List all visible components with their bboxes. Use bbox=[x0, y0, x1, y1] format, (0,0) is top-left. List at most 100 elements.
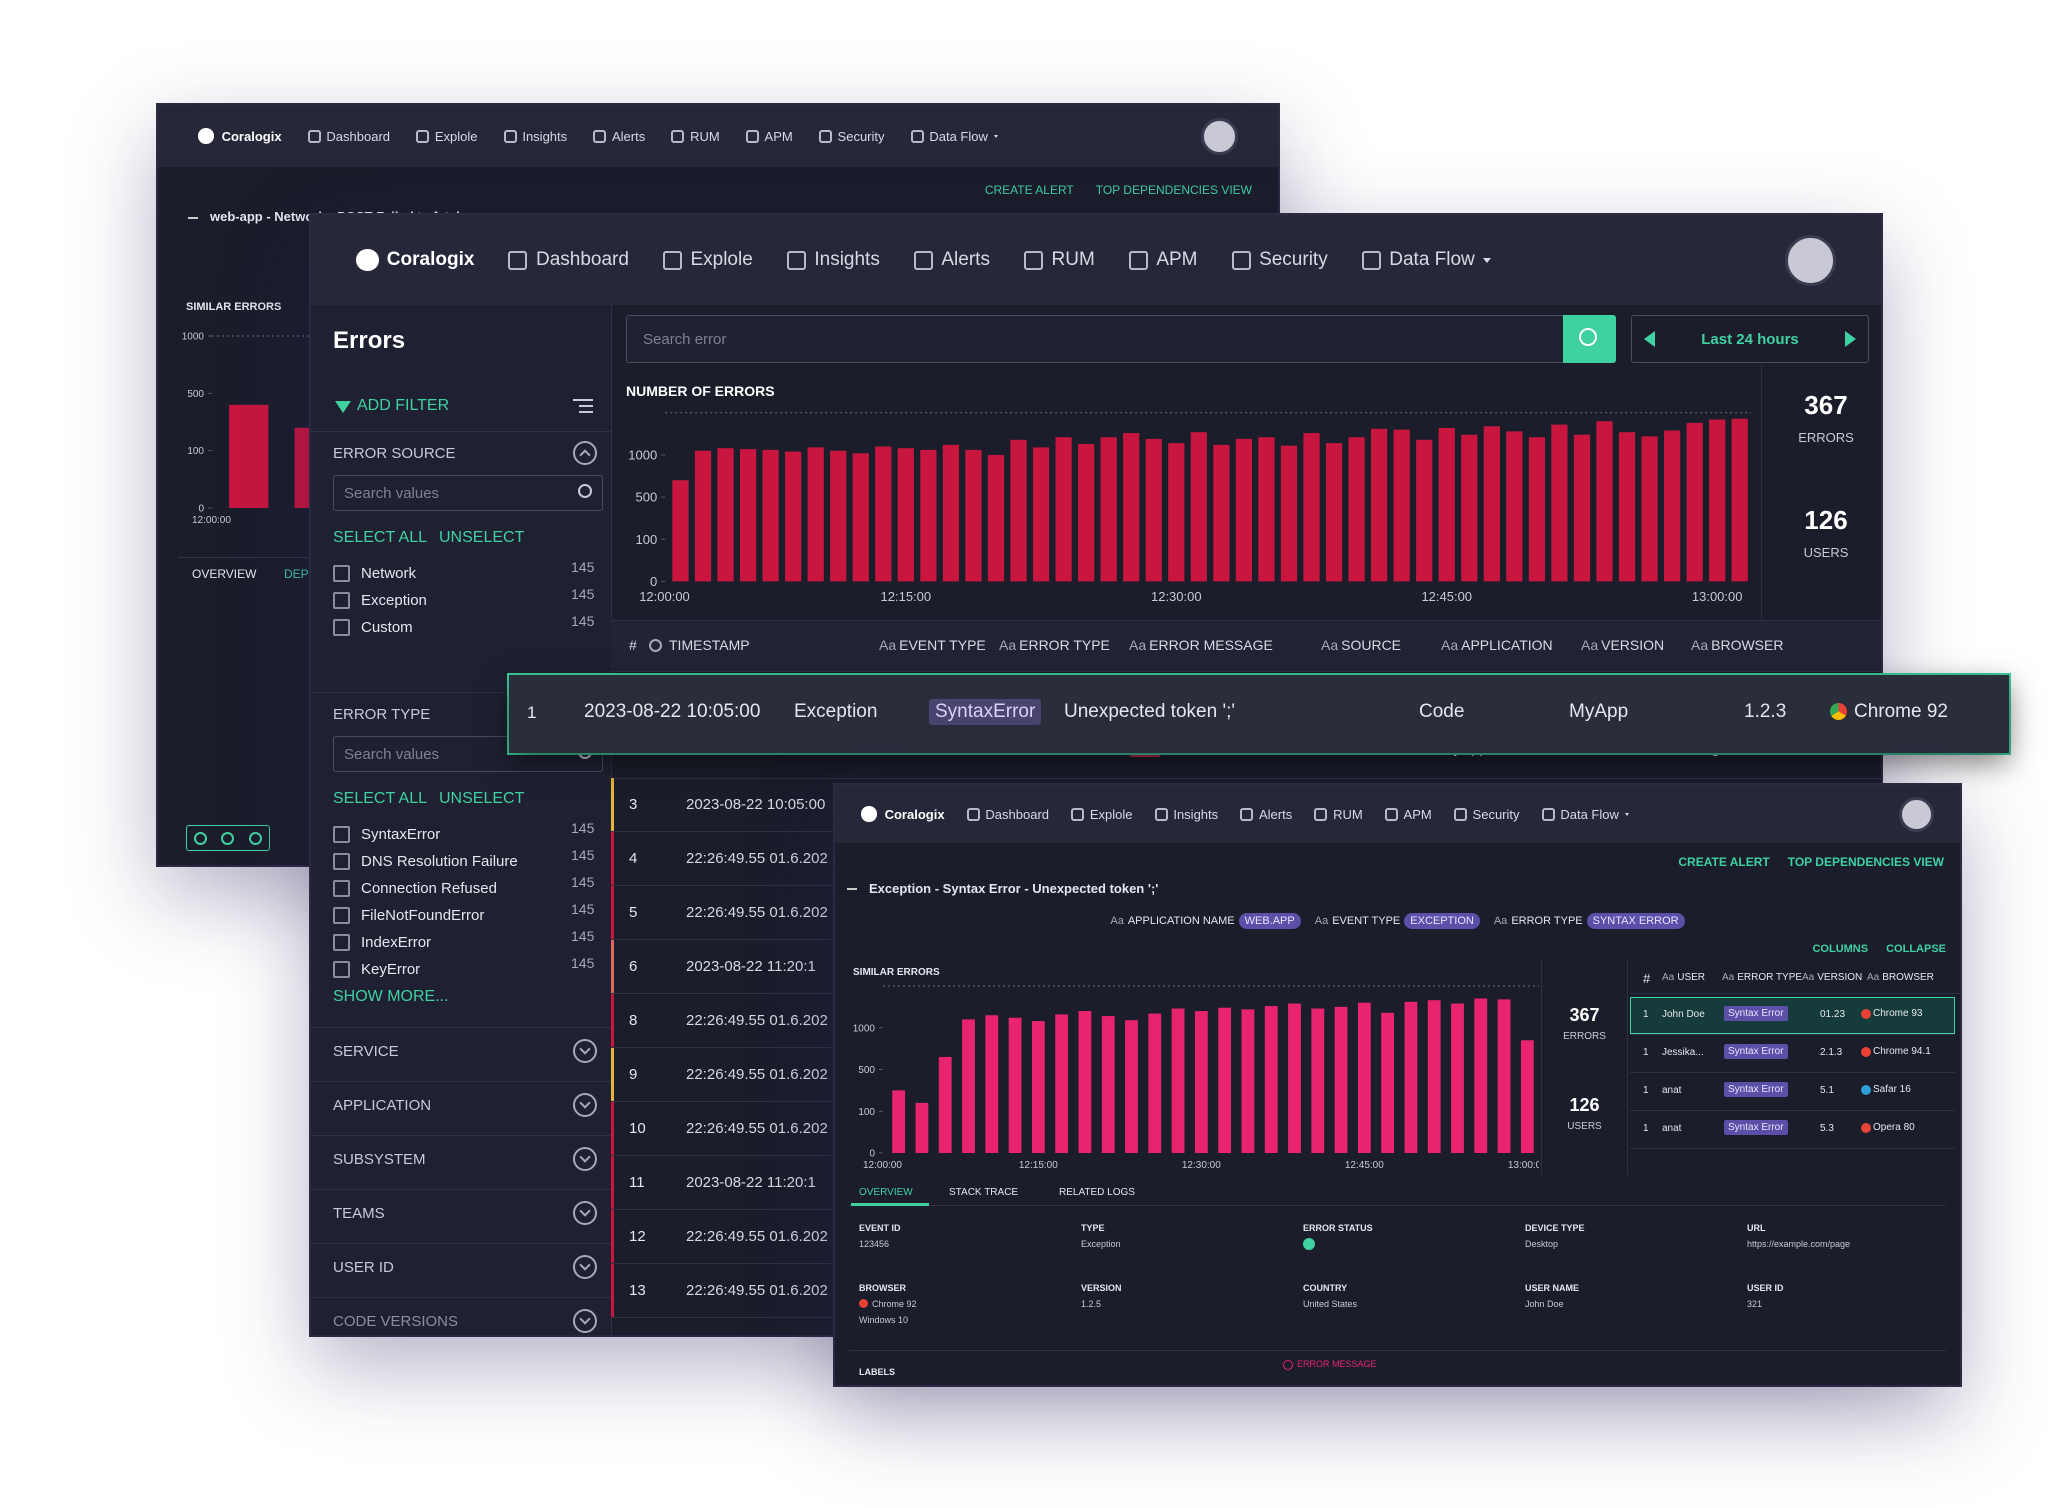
search-values[interactable]: Search values bbox=[333, 475, 603, 511]
bar bbox=[1404, 1001, 1418, 1153]
cell-timestamp: 2023-08-22 10:05:00 bbox=[584, 701, 761, 722]
nav-item[interactable]: Explole bbox=[416, 129, 478, 144]
bar bbox=[1438, 427, 1455, 582]
filter-section[interactable]: CODE VERSIONS bbox=[333, 1313, 459, 1330]
nav-item[interactable]: Security bbox=[818, 129, 885, 144]
nav-item[interactable]: Data Flow bbox=[910, 128, 998, 144]
cell-error-type: Syntax Error bbox=[1724, 1082, 1788, 1097]
bar bbox=[1709, 419, 1726, 582]
checkbox[interactable] bbox=[333, 934, 350, 951]
nav-icon bbox=[671, 129, 685, 143]
bar bbox=[892, 1090, 906, 1153]
tag-value: WEB.APP bbox=[1238, 913, 1301, 929]
column-header: Aa ERROR MESSAGE bbox=[1129, 637, 1273, 653]
option-count: 145 bbox=[571, 820, 595, 836]
nav-item[interactable]: RUM bbox=[1023, 249, 1095, 271]
time-range[interactable]: Last 24 hours bbox=[1631, 315, 1869, 363]
expand-toggle[interactable] bbox=[573, 1309, 597, 1333]
nav-item[interactable]: Alerts bbox=[913, 249, 990, 271]
action-button[interactable]: TOP DEPENDENCIES VIEW bbox=[1095, 183, 1252, 197]
search-error[interactable]: Search error bbox=[626, 315, 1616, 363]
column-header[interactable]: # bbox=[629, 637, 637, 653]
tab[interactable]: STACK TRACE bbox=[949, 1187, 1019, 1198]
nav-label: Data Flow bbox=[929, 128, 988, 144]
nav-item[interactable]: Dashboard bbox=[508, 249, 629, 271]
column-header-text: USER bbox=[1677, 972, 1706, 983]
avatar[interactable] bbox=[1899, 796, 1934, 832]
bar bbox=[739, 449, 757, 582]
nav-item[interactable]: Data Flow bbox=[1541, 807, 1629, 822]
select-all[interactable]: SELECT ALL bbox=[333, 790, 427, 807]
tab-underline bbox=[851, 1203, 929, 1206]
nav-item[interactable]: APM bbox=[1384, 807, 1432, 822]
nav-item[interactable]: Data Flow bbox=[1361, 249, 1492, 271]
apps-menu[interactable] bbox=[1129, 132, 1149, 140]
nav-item[interactable]: Security bbox=[1231, 249, 1328, 271]
column-header: Aa VERSION bbox=[1802, 972, 1862, 983]
nav-item[interactable]: Explole bbox=[662, 249, 753, 271]
cell-version: 2.1.3 bbox=[1820, 1047, 1843, 1058]
tool-button[interactable]: COLLAPSE bbox=[1886, 943, 1946, 955]
nav-item[interactable]: RUM bbox=[1314, 807, 1363, 822]
checkbox[interactable] bbox=[333, 907, 350, 924]
expand-toggle[interactable] bbox=[573, 1039, 597, 1063]
cell-error-type: Syntax Error bbox=[1724, 1006, 1788, 1021]
checkbox[interactable] bbox=[333, 880, 350, 897]
column-header[interactable]: TIMESTAMP bbox=[669, 637, 750, 653]
nav-label: Dashboard bbox=[985, 806, 1050, 822]
action-button[interactable]: TOP DEPENDENCIES VIEW bbox=[1787, 855, 1944, 869]
checkbox[interactable] bbox=[333, 592, 350, 609]
select-all[interactable]: SELECT ALL bbox=[333, 529, 427, 546]
apps-menu[interactable] bbox=[1835, 810, 1855, 818]
column-header[interactable]: # bbox=[1643, 971, 1651, 986]
checkbox[interactable] bbox=[333, 853, 350, 870]
filter-section[interactable]: TEAMS bbox=[333, 1205, 385, 1222]
nav-item[interactable]: Insights bbox=[1154, 807, 1218, 822]
filter-section[interactable]: SUBSYSTEM bbox=[333, 1151, 426, 1168]
nav-item[interactable]: Alerts bbox=[593, 129, 645, 144]
tab[interactable]: RELATED LOGS bbox=[1059, 1187, 1135, 1198]
avatar[interactable] bbox=[1785, 234, 1836, 286]
nav-item[interactable]: APM bbox=[745, 129, 793, 144]
action-button[interactable]: CREATE ALERT bbox=[984, 183, 1074, 197]
selected-row[interactable]: 1 2023-08-22 10:05:00 Exception SyntaxError… bbox=[509, 675, 2009, 753]
tool-button[interactable]: COLUMNS bbox=[1812, 943, 1869, 955]
tab[interactable]: OVERVIEW bbox=[192, 567, 257, 581]
checkbox[interactable] bbox=[333, 619, 350, 636]
nav-item[interactable]: Alerts bbox=[1240, 807, 1292, 822]
add-filter[interactable]: ADD FILTER bbox=[357, 397, 450, 414]
nav-item[interactable]: RUM bbox=[671, 129, 720, 144]
nav-item[interactable]: Insights bbox=[503, 129, 567, 144]
nav-item[interactable]: Security bbox=[1453, 807, 1520, 822]
expand-toggle[interactable] bbox=[573, 1147, 597, 1171]
filter-section[interactable]: SERVICE bbox=[333, 1043, 399, 1060]
unselect[interactable]: UNSELECT bbox=[439, 529, 525, 546]
nav-item[interactable]: Dashboard bbox=[966, 806, 1050, 822]
nav-item[interactable]: APM bbox=[1128, 249, 1198, 271]
expand-toggle[interactable] bbox=[573, 1093, 597, 1117]
collapse-toggle[interactable] bbox=[573, 441, 597, 465]
table-row bbox=[1630, 997, 1955, 1035]
avatar[interactable] bbox=[1201, 117, 1238, 155]
tab[interactable]: OVERVIEW bbox=[859, 1187, 913, 1198]
cell-user: John Doe bbox=[1662, 1009, 1705, 1020]
unselect[interactable]: UNSELECT bbox=[439, 790, 525, 807]
apps-menu[interactable] bbox=[1697, 256, 1717, 264]
show-more[interactable]: SHOW MORE... bbox=[333, 988, 449, 1005]
bar bbox=[762, 449, 779, 582]
option-label: KeyError bbox=[361, 961, 421, 978]
checkbox[interactable] bbox=[333, 826, 350, 843]
filter-section[interactable]: USER ID bbox=[333, 1259, 394, 1276]
nav-item[interactable]: Insights bbox=[786, 249, 880, 271]
nav-icon bbox=[1128, 250, 1148, 270]
nav-item[interactable]: Explole bbox=[1071, 807, 1133, 822]
checkbox[interactable] bbox=[333, 565, 350, 582]
nav-icon bbox=[1453, 807, 1467, 821]
search-button[interactable] bbox=[1563, 315, 1616, 363]
nav-item[interactable]: Dashboard bbox=[307, 129, 390, 144]
filter-section[interactable]: APPLICATION bbox=[333, 1097, 432, 1114]
checkbox[interactable] bbox=[333, 961, 350, 978]
expand-toggle[interactable] bbox=[573, 1255, 597, 1279]
action-button[interactable]: CREATE ALERT bbox=[1678, 855, 1770, 869]
expand-toggle[interactable] bbox=[573, 1201, 597, 1225]
